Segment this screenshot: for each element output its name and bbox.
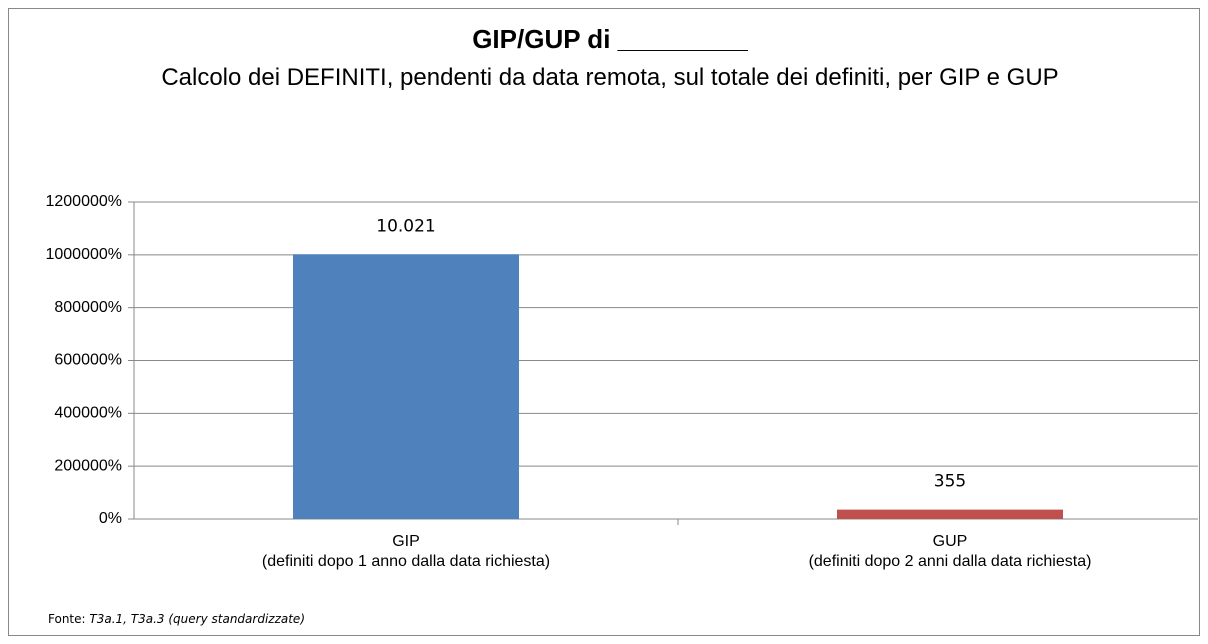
y-tick-label: 1000000% — [45, 246, 122, 263]
source-text: T3a.1, T3a.3 (query standardizzate) — [89, 612, 305, 626]
y-tick-label: 600000% — [54, 352, 122, 369]
bar — [837, 509, 1063, 519]
source-note: Fonte: T3a.1, T3a.3 (query standardizzat… — [48, 612, 305, 626]
data-label: 355 — [934, 472, 966, 492]
y-tick-label: 800000% — [54, 299, 122, 316]
y-tick-label: 0% — [99, 510, 122, 527]
source-label: Fonte: — [48, 612, 86, 626]
data-label: 10.021 — [376, 216, 435, 236]
y-tick-label: 400000% — [54, 405, 122, 422]
y-tick-label: 200000% — [54, 457, 122, 474]
bar — [293, 254, 519, 520]
y-tick-label: 1200000% — [45, 193, 122, 210]
chart-frame — [8, 8, 1200, 636]
x-tick-label: GIP (definiti dopo 1 anno dalla data ric… — [261, 533, 551, 570]
chart-title: GIP/GUP di _________ — [472, 24, 748, 54]
x-tick-label: GUP (definiti dopo 2 anni dalla data ric… — [808, 533, 1092, 570]
chart-subtitle: Calcolo dei DEFINITI, pendenti da data r… — [161, 64, 1059, 91]
